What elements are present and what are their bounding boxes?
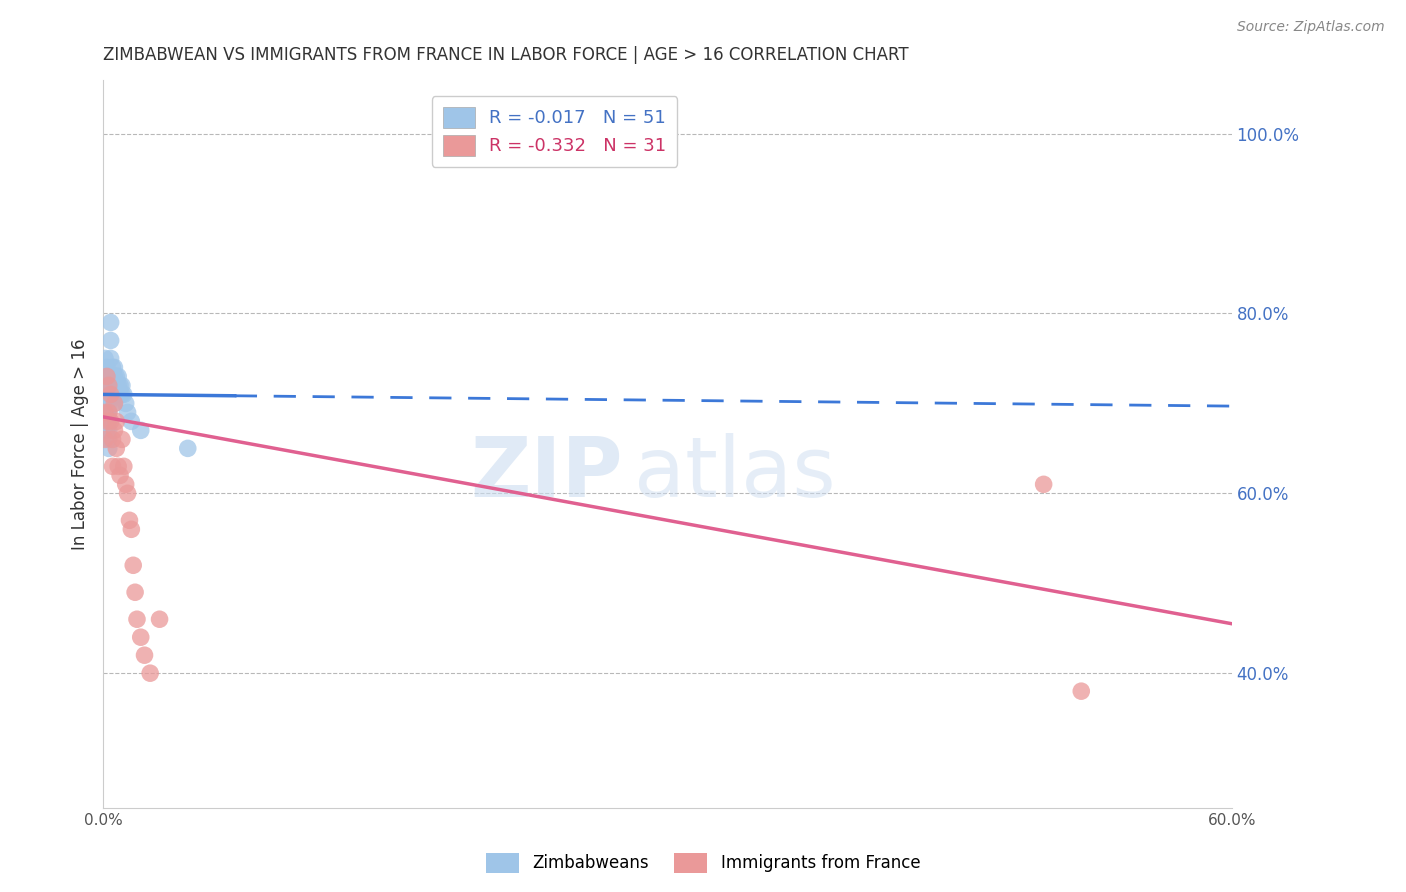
- Point: [105, 387, 128, 401]
- Point: [100, 369, 122, 384]
- Point: [97, 442, 120, 456]
- Text: ZIMBABWEAN VS IMMIGRANTS FROM FRANCE IN LABOR FORCE | AGE > 16 CORRELATION CHART: ZIMBABWEAN VS IMMIGRANTS FROM FRANCE IN …: [103, 46, 908, 64]
- Point: [96, 360, 118, 375]
- Point: [94, 378, 117, 392]
- Point: [103, 423, 125, 437]
- Point: [100, 414, 122, 428]
- Point: [114, 477, 136, 491]
- Point: [103, 396, 125, 410]
- Point: [107, 459, 129, 474]
- Point: [105, 414, 128, 428]
- Point: [148, 612, 170, 626]
- Point: [108, 378, 131, 392]
- Point: [97, 378, 120, 392]
- Point: [117, 405, 139, 419]
- Point: [100, 351, 122, 366]
- Text: atlas: atlas: [634, 433, 835, 514]
- Point: [96, 396, 118, 410]
- Point: [103, 369, 125, 384]
- Point: [103, 387, 125, 401]
- Point: [96, 414, 118, 428]
- Point: [96, 423, 118, 437]
- Point: [97, 405, 120, 419]
- Point: [105, 378, 128, 392]
- Point: [177, 442, 200, 456]
- Point: [101, 369, 124, 384]
- Point: [107, 387, 129, 401]
- Point: [101, 387, 124, 401]
- Point: [105, 369, 128, 384]
- Point: [1070, 684, 1092, 698]
- Point: [120, 522, 142, 536]
- Point: [100, 316, 122, 330]
- Point: [97, 414, 120, 428]
- Point: [107, 378, 129, 392]
- Point: [124, 585, 146, 599]
- Point: [96, 387, 118, 401]
- Point: [111, 433, 134, 447]
- Point: [105, 442, 128, 456]
- Point: [101, 459, 124, 474]
- Legend: R = -0.017   N = 51, R = -0.332   N = 31: R = -0.017 N = 51, R = -0.332 N = 31: [432, 96, 678, 167]
- Point: [134, 648, 156, 663]
- Point: [97, 369, 120, 384]
- Point: [139, 666, 162, 681]
- Point: [112, 459, 135, 474]
- Point: [96, 414, 118, 428]
- Point: [97, 405, 120, 419]
- Point: [100, 387, 122, 401]
- Point: [107, 369, 129, 384]
- Text: ZIP: ZIP: [470, 433, 623, 514]
- Point: [122, 558, 145, 573]
- Point: [114, 396, 136, 410]
- Point: [108, 468, 131, 483]
- Point: [103, 360, 125, 375]
- Text: Source: ZipAtlas.com: Source: ZipAtlas.com: [1237, 20, 1385, 34]
- Point: [97, 396, 120, 410]
- Point: [97, 378, 120, 392]
- Point: [96, 405, 118, 419]
- Point: [97, 387, 120, 401]
- Point: [94, 433, 117, 447]
- Y-axis label: In Labor Force | Age > 16: In Labor Force | Age > 16: [72, 338, 89, 549]
- Point: [94, 351, 117, 366]
- Point: [111, 387, 134, 401]
- Point: [103, 396, 125, 410]
- Point: [1032, 477, 1054, 491]
- Point: [125, 612, 148, 626]
- Point: [96, 378, 118, 392]
- Point: [97, 433, 120, 447]
- Point: [101, 433, 124, 447]
- Point: [112, 387, 135, 401]
- Point: [100, 334, 122, 348]
- Point: [101, 360, 124, 375]
- Point: [94, 405, 117, 419]
- Point: [129, 630, 152, 644]
- Point: [120, 414, 142, 428]
- Point: [111, 378, 134, 392]
- Point: [100, 378, 122, 392]
- Point: [108, 387, 131, 401]
- Point: [117, 486, 139, 500]
- Point: [103, 378, 125, 392]
- Point: [96, 369, 118, 384]
- Point: [97, 423, 120, 437]
- Point: [100, 387, 122, 401]
- Point: [94, 369, 117, 384]
- Legend: Zimbabweans, Immigrants from France: Zimbabweans, Immigrants from France: [479, 847, 927, 880]
- Point: [96, 369, 118, 384]
- Point: [118, 513, 141, 527]
- Point: [129, 423, 152, 437]
- Point: [101, 378, 124, 392]
